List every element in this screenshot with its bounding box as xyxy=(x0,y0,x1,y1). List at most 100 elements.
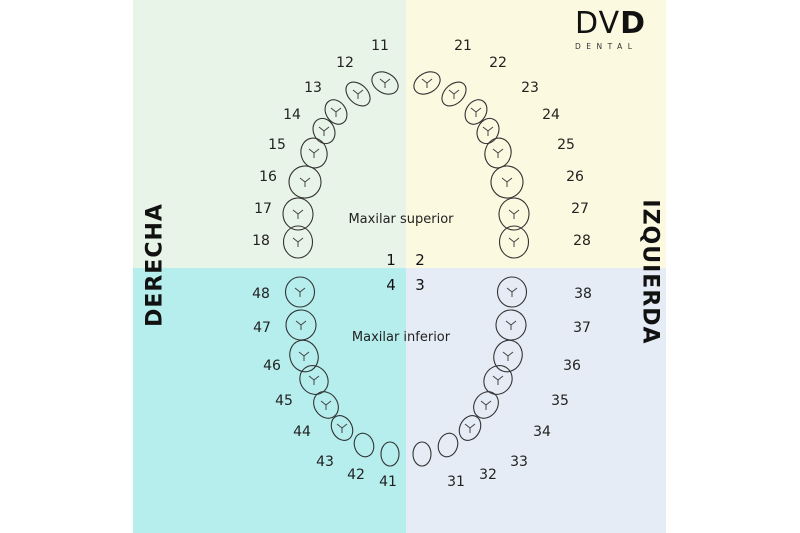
tooth-number: 14 xyxy=(283,107,301,123)
tooth-outline xyxy=(288,165,322,199)
quadrant-number-2: 2 xyxy=(415,251,425,269)
tooth-number: 48 xyxy=(252,286,270,302)
tooth-fissure xyxy=(421,78,433,88)
tooth-outline xyxy=(300,137,328,169)
tooth-number: 37 xyxy=(573,320,591,336)
tooth-outline xyxy=(324,99,348,125)
tooth-fissure xyxy=(298,351,310,361)
tooth-outline xyxy=(473,391,499,419)
tooth-number: 24 xyxy=(542,107,560,123)
tooth-number: 34 xyxy=(533,424,551,440)
tooth-number: 43 xyxy=(316,454,334,470)
tooth-fissure xyxy=(294,287,306,297)
tooth-outline xyxy=(498,225,530,259)
tooth-number: 18 xyxy=(252,233,270,249)
quadrant-number-4: 4 xyxy=(386,276,396,294)
tooth-outline xyxy=(437,432,459,458)
tooth-fissure xyxy=(508,209,520,219)
tooth-outline xyxy=(476,117,500,145)
tooth-fissure xyxy=(482,126,494,136)
tooth-outline xyxy=(413,71,441,95)
tooth-number: 47 xyxy=(253,320,271,336)
tooth-number: 21 xyxy=(454,38,472,54)
tooth-number: 15 xyxy=(268,137,286,153)
tooth-number: 36 xyxy=(563,358,581,374)
tooth-fissure xyxy=(501,177,513,187)
tooth-number: 13 xyxy=(304,80,322,96)
tooth-fissure xyxy=(292,237,304,247)
tooth-fissure xyxy=(506,287,518,297)
tooth-number: 12 xyxy=(336,55,354,71)
tooth-outline xyxy=(484,137,512,169)
tooth-fissure xyxy=(299,177,311,187)
tooth-outline xyxy=(464,99,488,125)
tooth-outline xyxy=(313,391,339,419)
teeth-group xyxy=(282,71,530,467)
tooth-number: 23 xyxy=(521,80,539,96)
logo-subtitle: DENTAL xyxy=(575,42,638,51)
tooth-number: 41 xyxy=(379,474,397,490)
tooth-outline xyxy=(441,81,467,107)
tooth-fissure xyxy=(470,107,482,117)
tooth-outline xyxy=(353,432,375,458)
tooth-outline xyxy=(330,415,354,441)
tooth-number: 17 xyxy=(254,201,272,217)
tooth-fissure xyxy=(308,148,320,158)
tooth-outline xyxy=(493,339,523,373)
tooth-outline xyxy=(289,339,319,373)
tooth-number: 16 xyxy=(259,169,277,185)
tooth-fissure xyxy=(292,209,304,219)
tooth-number: 35 xyxy=(551,393,569,409)
tooth-number: 26 xyxy=(566,169,584,185)
tooth-fissure xyxy=(295,320,307,330)
tooth-outline xyxy=(345,81,371,107)
tooth-outline xyxy=(490,165,524,199)
tooth-fissure xyxy=(318,126,330,136)
tooth-outline xyxy=(412,441,432,467)
tooth-number: 44 xyxy=(293,424,311,440)
tooth-fissure xyxy=(480,400,492,410)
tooth-fissure xyxy=(492,148,504,158)
tooth-fissure xyxy=(502,351,514,361)
quadrant-number-3: 3 xyxy=(415,276,425,294)
left-side-label: IZQUIERDA xyxy=(637,199,663,345)
tooth-fissure xyxy=(336,423,348,433)
tooth-fissure xyxy=(320,400,332,410)
upper-jaw-label: Maxilar superior xyxy=(348,212,454,227)
tooth-number: 28 xyxy=(573,233,591,249)
tooth-fissure xyxy=(505,320,517,330)
tooth-outline xyxy=(282,197,314,231)
tooth-outline xyxy=(498,197,530,231)
tooth-outline xyxy=(284,276,316,308)
quadrant-lower-right xyxy=(133,268,406,533)
tooth-fissure xyxy=(448,89,460,99)
tooth-outline xyxy=(496,276,528,308)
quadrant-lower-left xyxy=(406,268,666,533)
tooth-number: 25 xyxy=(557,137,575,153)
brand-logo: DVD DENTAL xyxy=(575,6,657,52)
tooth-number: 32 xyxy=(479,467,497,483)
quadrant-upper-left xyxy=(406,0,666,268)
tooth-outline xyxy=(483,365,513,395)
tooth-number: 33 xyxy=(510,454,528,470)
tooth-outline xyxy=(299,365,329,395)
tooth-outline xyxy=(380,441,400,467)
tooth-fissure xyxy=(508,237,520,247)
tooth-fissure xyxy=(308,375,320,385)
right-side-label: DERECHA xyxy=(142,203,168,327)
tooth-number: 31 xyxy=(447,474,465,490)
tooth-number: 22 xyxy=(489,55,507,71)
logo-wordmark: DVD xyxy=(575,6,647,41)
tooth-outline xyxy=(282,225,314,259)
tooth-number: 11 xyxy=(371,38,389,54)
tooth-number: 27 xyxy=(571,201,589,217)
tooth-number: 42 xyxy=(347,467,365,483)
quadrant-upper-right xyxy=(133,0,406,268)
tooth-number: 45 xyxy=(275,393,293,409)
tooth-outline xyxy=(458,415,482,441)
tooth-outline xyxy=(285,309,317,341)
quadrant-number-1: 1 xyxy=(386,251,396,269)
lower-jaw-label: Maxilar inferior xyxy=(351,330,451,345)
tooth-number: 46 xyxy=(263,358,281,374)
